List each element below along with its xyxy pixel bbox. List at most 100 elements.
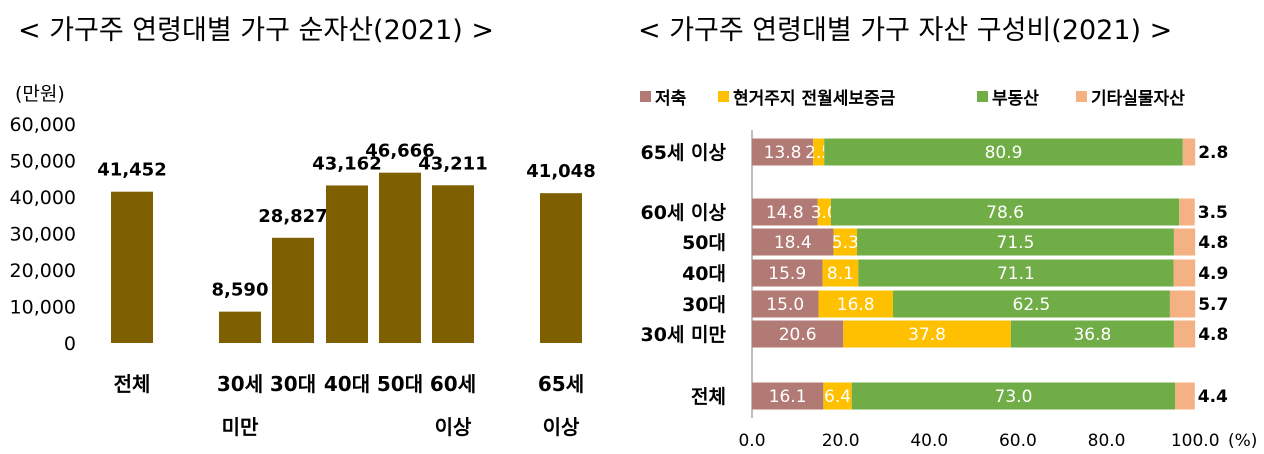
segment-value-label: 73.0 [995, 387, 1033, 407]
segment-value-label: 15.9 [768, 264, 806, 284]
stacked-segment [752, 290, 819, 318]
x-tick-label: 80.0 [1088, 431, 1126, 451]
row-category-label: 60세 이상 [641, 202, 727, 224]
stacked-segment [830, 198, 1180, 226]
stacked-segment [1173, 320, 1196, 348]
segment-value-label: 3.5 [1198, 203, 1228, 223]
x-tick-label: 60.0 [999, 431, 1037, 451]
x-tick-label: 20.0 [822, 431, 860, 451]
stacked-segment [752, 228, 834, 256]
segment-value-label: 16.1 [769, 387, 807, 407]
row-category-label: 65세 이상 [641, 142, 727, 164]
legend-label: 현거주지 전월세보증금 [733, 89, 896, 109]
x-axis-unit: (%) [1228, 431, 1257, 451]
x-category-label: 전체 [114, 372, 151, 396]
y-tick-label: 20,000 [10, 260, 76, 282]
bar-value-label: 41,048 [526, 161, 595, 182]
row-category-label: 50대 [682, 232, 726, 254]
segment-value-label: 14.8 [766, 203, 804, 223]
x-category-label: 50대 [377, 372, 423, 396]
y-tick-label: 40,000 [10, 187, 76, 209]
bar [379, 172, 421, 343]
stacked-segment [1173, 228, 1196, 256]
bar-value-label: 41,452 [97, 160, 166, 181]
bar [272, 237, 314, 343]
x-category-label: 30세 [217, 372, 263, 396]
stacked-segment [752, 382, 824, 410]
stacked-segment [823, 382, 852, 410]
y-tick-label: 30,000 [10, 224, 76, 246]
stacked-segment [824, 138, 1183, 166]
row-category-label: 40대 [682, 263, 726, 285]
legend-label: 저축 [655, 89, 687, 109]
segment-value-label: 5.7 [1198, 295, 1228, 315]
x-category-label: 이상 [435, 415, 472, 439]
segment-value-label: 4.8 [1198, 233, 1228, 253]
segment-value-label: 71.5 [997, 233, 1035, 253]
x-category-label: 65세 [538, 372, 584, 396]
segment-value-label: 36.8 [1073, 325, 1111, 345]
y-tick-label: 10,000 [10, 297, 76, 319]
legend-swatch [640, 91, 651, 102]
legend-swatch [1076, 91, 1087, 102]
y-tick-label: 50,000 [10, 151, 76, 173]
stacked-segment [857, 228, 1174, 256]
segment-value-label: 18.4 [774, 233, 812, 253]
segment-value-label: 80.9 [985, 143, 1023, 163]
stacked-segment [1173, 259, 1196, 287]
x-tick-label: 100.0 [1171, 431, 1220, 451]
segment-value-label: 2.8 [1198, 143, 1228, 163]
stacked-segment [818, 290, 893, 318]
y-axis-unit: (만원) [15, 83, 65, 105]
stacked-segment [752, 320, 844, 348]
stacked-segment [752, 259, 823, 287]
stacked-segment [1169, 290, 1196, 318]
stacked-segment [858, 259, 1174, 287]
stacked-segment [822, 259, 859, 287]
x-tick-label: 40.0 [910, 431, 948, 451]
x-category-label: 이상 [543, 415, 580, 439]
stacked-segment [752, 138, 814, 166]
bar [432, 185, 474, 343]
stacked-segment [752, 198, 818, 226]
segment-value-label: 4.8 [1198, 325, 1228, 345]
bar-value-label: 28,827 [258, 206, 327, 227]
bar-value-label: 8,590 [212, 280, 269, 301]
segment-value-label: 78.6 [986, 203, 1024, 223]
segment-value-label: 20.6 [779, 325, 817, 345]
segment-value-label: 4.9 [1198, 264, 1228, 284]
stacked-segment [813, 138, 825, 166]
stacked-segment [1182, 138, 1196, 166]
legend-swatch [977, 91, 988, 102]
legend-label: 기타실물자산 [1091, 89, 1185, 109]
stacked-segment [843, 320, 1011, 348]
y-tick-label: 60,000 [10, 114, 76, 136]
row-category-label: 전체 [691, 386, 726, 408]
row-category-label: 30대 [682, 294, 726, 316]
row-category-label: 30세 미만 [641, 324, 727, 346]
y-tick-label: 0 [64, 333, 76, 355]
chart-title-net-assets: < 가구주 연령대별 가구 순자산(2021) > [18, 15, 495, 46]
stacked-segment [817, 198, 831, 226]
x-category-label: 30대 [270, 372, 316, 396]
segment-value-label: 37.8 [908, 325, 946, 345]
x-category-label: 40대 [324, 372, 370, 396]
bar [219, 311, 261, 343]
stacked-segment [1179, 198, 1195, 226]
segment-value-label: 4.4 [1198, 387, 1228, 407]
stacked-segment [833, 228, 858, 256]
segment-value-label: 71.1 [997, 264, 1035, 284]
bar-value-label: 43,162 [312, 153, 381, 174]
x-tick-label: 0.0 [738, 431, 765, 451]
segment-value-label: 15.0 [766, 295, 804, 315]
segment-value-label: 16.8 [837, 295, 875, 315]
segment-value-label: 62.5 [1013, 295, 1051, 315]
segment-value-label: 5.3 [832, 233, 859, 253]
bar-value-label: 46,666 [365, 141, 434, 162]
stacked-segment [851, 382, 1176, 410]
x-category-label: 60세 [430, 372, 476, 396]
stacked-segment [892, 290, 1170, 318]
segment-value-label: 13.8 [764, 143, 802, 163]
stacked-segment [1175, 382, 1195, 410]
